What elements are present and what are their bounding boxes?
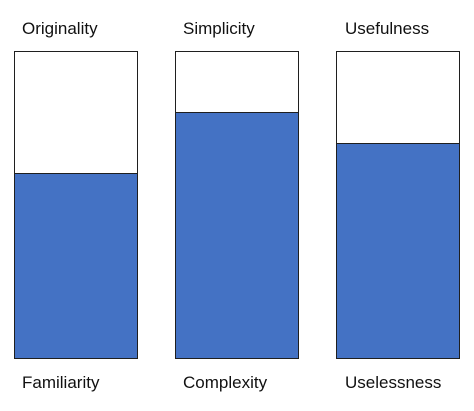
meter-bottom-label-familiarity: Familiarity [22,373,100,392]
meter-fill-complexity [176,112,298,358]
meter-top-label-originality: Originality [22,19,98,38]
meter-fill-familiarity [15,173,137,358]
meter-bottom-label-complexity: Complexity [183,373,268,392]
meter-top-label-usefulness: Usefulness [345,19,430,38]
meter-fill-uselessness [337,142,459,358]
meter-simplicity-complexity [175,51,299,359]
meter-top-label-simplicity: Simplicity [183,19,255,38]
meter-bottom-label-uselessness: Uselessness [345,373,442,392]
meter-originality-familiarity [14,51,138,359]
meter-usefulness-uselessness [336,51,460,359]
